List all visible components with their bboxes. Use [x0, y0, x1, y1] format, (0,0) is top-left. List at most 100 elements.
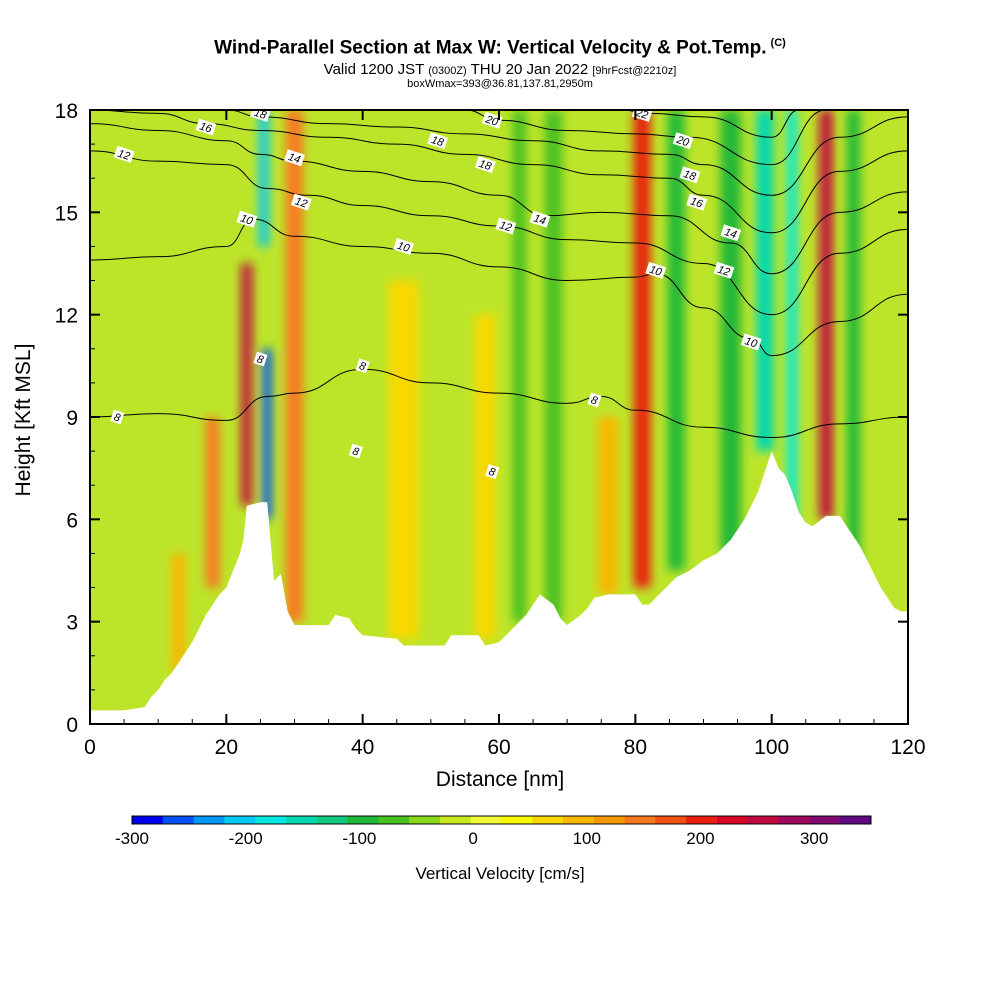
- contour-labels: 8 8 8 8 8 8 10 10 10 10 12 12 12 12 14 14 14 16 16 18 18 18 18…: [110, 107, 762, 480]
- y-tick-label: 0: [66, 714, 78, 737]
- contour-label-bg: [529, 210, 551, 228]
- contour-label: 20: [481, 111, 503, 129]
- colorbar-swatch: [532, 816, 564, 824]
- contour-label-bg: [253, 351, 268, 367]
- colorbar-swatch: [501, 816, 533, 824]
- colorbar-swatch: [347, 816, 379, 824]
- x-axis: 0 20 40 60 80 100 120: [84, 110, 926, 759]
- colorbar-tick-label: -300: [115, 829, 149, 848]
- colorbar-swatch: [840, 816, 872, 824]
- contour-label: 10: [740, 333, 762, 351]
- colorbar-swatch: [193, 816, 225, 824]
- velocity-band: [262, 348, 272, 520]
- contour-label-bg: [645, 261, 667, 279]
- contour-label-text: 12: [293, 195, 308, 210]
- contour-label-bg: [236, 210, 258, 228]
- contour-label-bg: [474, 156, 496, 174]
- colorbar: -300 -200 -100 0 100 200 300: [115, 815, 872, 848]
- contour-label: 10: [393, 237, 414, 255]
- contour-label: 14: [720, 224, 742, 242]
- x-tick-label: 20: [215, 736, 238, 759]
- theta-contour-16: [90, 110, 908, 234]
- y-axis-label: Height [Kft MSL]: [12, 343, 35, 497]
- contour-label-text: 10: [239, 213, 255, 228]
- y-tick-label: 18: [55, 100, 78, 123]
- contour-label-text: 8: [487, 466, 497, 480]
- theta-contour-20: [464, 110, 827, 166]
- vertical-velocity-field: [171, 110, 861, 673]
- colorbar-swatch: [316, 816, 349, 824]
- colorbar-swatch: [439, 816, 472, 824]
- colorbar-tick-label: 200: [686, 829, 714, 848]
- contour-label-bg: [250, 110, 271, 122]
- y-axis: 0 3 6 9 12 15 18: [55, 100, 908, 737]
- colorbar-swatch: [809, 816, 841, 824]
- valid-prefix: Valid 1200 JST: [323, 61, 425, 78]
- contour-label-text: 12: [716, 264, 731, 279]
- colorbar-swatch: [255, 816, 287, 824]
- theta-contours: [90, 110, 908, 438]
- contour-label: 18: [679, 166, 701, 184]
- contour-label-bg: [495, 217, 517, 235]
- velocity-band: [756, 110, 774, 452]
- colorbar-tick-label: 100: [573, 829, 601, 848]
- theta-contour-14: [90, 123, 908, 275]
- contour-label-text: 18: [252, 107, 268, 122]
- colorbar-swatch: [470, 816, 502, 824]
- contour-label: 18: [250, 107, 271, 122]
- colorbar-label: Vertical Velocity [cm/s]: [415, 864, 585, 883]
- velocity-band: [171, 553, 186, 673]
- y-tick-label: 15: [55, 202, 78, 225]
- velocity-band: [241, 263, 253, 506]
- x-tick-label: 0: [84, 736, 96, 759]
- chart-subtitle: Valid 1200 JST (0300Z) THU 20 Jan 2022 […: [0, 61, 1000, 78]
- velocity-band: [259, 110, 269, 247]
- chart-title: Wind-Parallel Section at Max W: Vertical…: [0, 37, 1000, 59]
- x-tick-label: 40: [351, 736, 374, 759]
- contour-label: 20: [672, 132, 694, 150]
- colorbar-swatch: [409, 816, 441, 824]
- contour-label: 18: [427, 132, 449, 150]
- contour-label: 14: [284, 149, 305, 167]
- contour-label-bg: [284, 149, 305, 167]
- contour-label-text: 12: [116, 148, 131, 163]
- contour-label: 22: [631, 110, 653, 122]
- colorbar-swatch: [747, 816, 780, 824]
- contour-label: 12: [290, 193, 312, 211]
- chart-title-corner: (C): [770, 37, 786, 49]
- contour-label-text: 20: [483, 113, 500, 129]
- x-tick-label: 120: [890, 736, 925, 759]
- y-tick-label: 6: [66, 509, 78, 532]
- contour-label: 16: [686, 193, 708, 211]
- colorbar-swatch: [593, 816, 626, 824]
- contour-label: 18: [474, 156, 496, 174]
- contour-label-text: 18: [430, 134, 446, 149]
- theta-contour-10: [90, 218, 908, 357]
- x-tick-label: 60: [487, 736, 510, 759]
- contour-label-text: 18: [477, 158, 493, 173]
- velocity-band: [205, 417, 220, 588]
- contour-label: 8: [253, 351, 268, 367]
- contour-label-bg: [587, 392, 602, 408]
- contour-label: 8: [355, 358, 370, 374]
- contour-label-text: 8: [112, 411, 122, 425]
- contour-label-bg: [427, 132, 449, 150]
- contour-label-text: 8: [351, 445, 361, 459]
- contour-label: 12: [713, 261, 735, 279]
- velocity-band: [285, 110, 304, 622]
- colorbar-tick-label: -100: [342, 829, 376, 848]
- contour-label-bg: [720, 224, 742, 242]
- colorbar-swatch: [132, 816, 164, 824]
- colorbar-swatch: [563, 816, 595, 824]
- colorbar-tick-label: -200: [229, 829, 263, 848]
- contour-label: 12: [495, 217, 517, 235]
- velocity-band: [819, 110, 834, 520]
- contour-label: 8: [587, 392, 602, 408]
- contour-label-bg: [290, 193, 312, 211]
- contour-label-bg: [672, 132, 694, 150]
- contour-label-text: 18: [682, 168, 698, 183]
- contour-label-bg: [481, 111, 503, 129]
- contour-label: 10: [645, 261, 667, 279]
- contour-label-bg: [679, 166, 701, 184]
